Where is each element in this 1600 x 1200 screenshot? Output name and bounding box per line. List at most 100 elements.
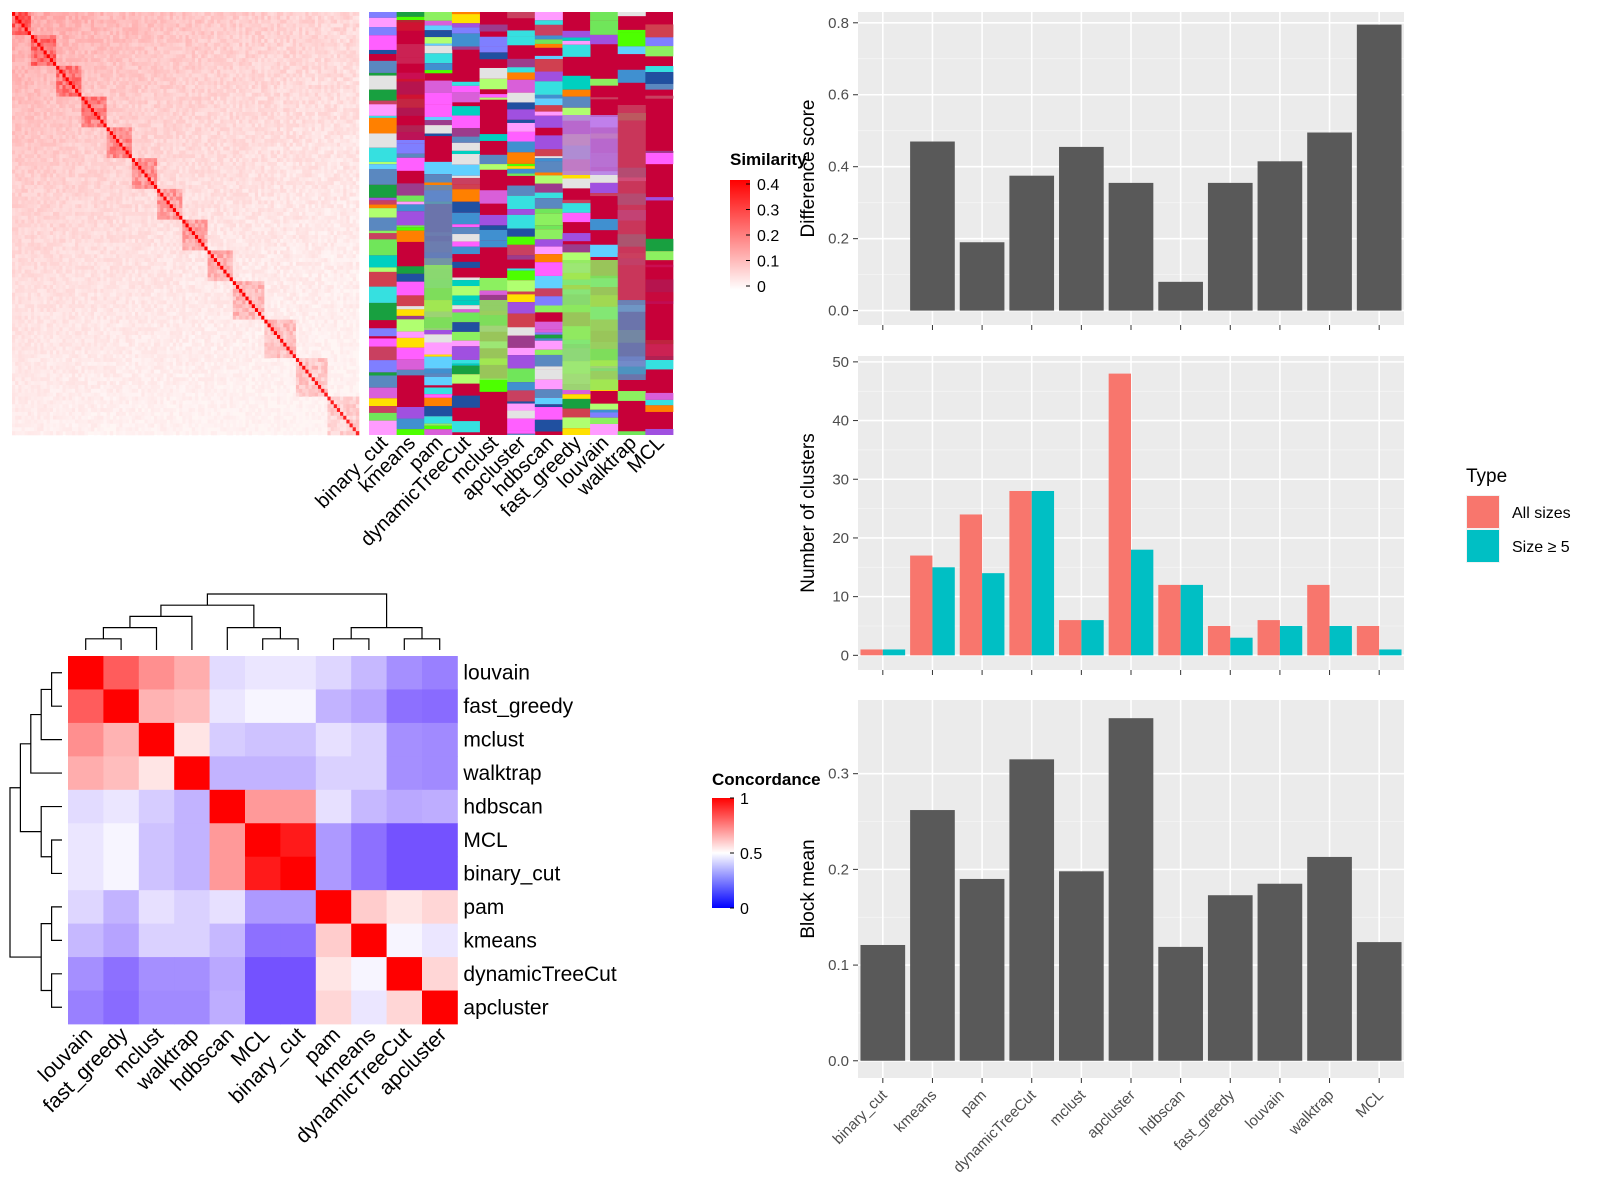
similarity-cell <box>125 23 130 28</box>
similarity-cell <box>242 123 246 128</box>
similarity-cell <box>179 169 183 174</box>
similarity-cell <box>78 169 82 174</box>
similarity-cell <box>144 185 148 190</box>
similarity-cell <box>153 88 158 94</box>
similarity-cell <box>103 81 107 86</box>
similarity-cell <box>125 19 130 24</box>
similarity-cell <box>24 31 29 36</box>
similarity-cell <box>299 69 303 74</box>
similarity-cell <box>317 58 322 63</box>
similarity-cell <box>87 127 92 132</box>
similarity-cell <box>258 81 262 86</box>
similarity-cell <box>106 127 111 132</box>
similarity-cell <box>160 19 164 24</box>
similarity-cell <box>182 146 186 151</box>
similarity-cell <box>223 169 227 174</box>
similarity-cell <box>340 12 344 17</box>
similarity-cell <box>352 127 357 132</box>
similarity-cell <box>336 77 341 82</box>
similarity-cell <box>100 46 104 51</box>
similarity-cell <box>182 161 186 167</box>
similarity-cell <box>267 46 271 51</box>
similarity-cell <box>84 15 88 20</box>
similarity-cell <box>217 85 221 90</box>
similarity-cell <box>254 115 259 120</box>
similarity-cell <box>340 27 344 32</box>
similarity-cell <box>116 85 120 90</box>
similarity-cell <box>116 61 120 67</box>
similarity-cell <box>324 42 328 47</box>
similarity-cell <box>210 12 215 17</box>
similarity-cell <box>204 177 208 182</box>
similarity-cell <box>144 27 148 32</box>
similarity-cell <box>327 35 331 40</box>
similarity-cell <box>343 81 347 86</box>
similarity-cell <box>286 23 290 28</box>
similarity-cell <box>305 146 309 151</box>
similarity-cell <box>314 161 319 167</box>
similarity-cell <box>59 73 63 78</box>
similarity-cell <box>232 104 237 109</box>
similarity-cell <box>258 96 262 101</box>
similarity-cell <box>94 173 98 178</box>
similarity-cell <box>299 73 303 78</box>
similarity-cell <box>308 27 312 32</box>
similarity-cell <box>308 35 312 40</box>
similarity-cell <box>311 123 316 128</box>
similarity-cell <box>317 108 322 113</box>
similarity-cell <box>112 77 117 82</box>
similarity-cell <box>264 123 268 128</box>
similarity-cell <box>172 23 177 28</box>
similarity-cell <box>169 88 174 94</box>
similarity-cell <box>232 73 237 78</box>
similarity-cell <box>71 12 76 17</box>
similarity-cell <box>349 154 353 159</box>
similarity-cell <box>172 96 177 101</box>
similarity-cell <box>217 54 221 59</box>
similarity-cell <box>185 65 189 70</box>
similarity-cell <box>258 142 262 147</box>
similarity-cell <box>235 181 240 186</box>
similarity-cell <box>135 31 139 36</box>
similarity-cell <box>65 146 70 151</box>
similarity-cell <box>242 50 246 55</box>
similarity-cell <box>226 127 230 132</box>
similarity-cell <box>333 131 338 136</box>
similarity-cell <box>355 58 360 63</box>
similarity-cell <box>217 23 221 28</box>
similarity-cell <box>12 12 16 17</box>
similarity-cell <box>261 35 265 40</box>
similarity-cell <box>191 158 196 163</box>
similarity-cell <box>84 35 88 40</box>
similarity-cell <box>106 12 111 17</box>
similarity-cell <box>292 154 297 159</box>
similarity-cell <box>254 46 259 51</box>
similarity-cell <box>65 158 70 163</box>
similarity-cell <box>71 54 76 59</box>
similarity-cell <box>68 169 73 174</box>
similarity-cell <box>30 161 35 167</box>
similarity-cell <box>330 115 335 120</box>
similarity-cell <box>245 85 249 90</box>
similarity-cell <box>308 77 312 82</box>
similarity-cell <box>254 23 259 28</box>
similarity-cell <box>317 123 322 128</box>
similarity-cell <box>340 73 344 78</box>
similarity-cell <box>169 146 174 151</box>
similarity-cell <box>12 50 16 55</box>
similarity-cell <box>191 58 196 63</box>
similarity-cell <box>201 73 205 78</box>
similarity-cell <box>295 15 300 20</box>
similarity-cell <box>204 81 208 86</box>
similarity-cell <box>27 138 32 144</box>
similarity-cell <box>59 77 63 82</box>
similarity-cell <box>12 46 16 51</box>
similarity-cell <box>138 169 142 174</box>
similarity-cell <box>24 96 29 101</box>
similarity-cell <box>324 77 328 82</box>
similarity-cell <box>232 42 237 47</box>
similarity-cell <box>251 173 256 178</box>
similarity-cell <box>207 142 212 147</box>
similarity-cell <box>106 142 111 147</box>
similarity-cell <box>267 12 271 17</box>
